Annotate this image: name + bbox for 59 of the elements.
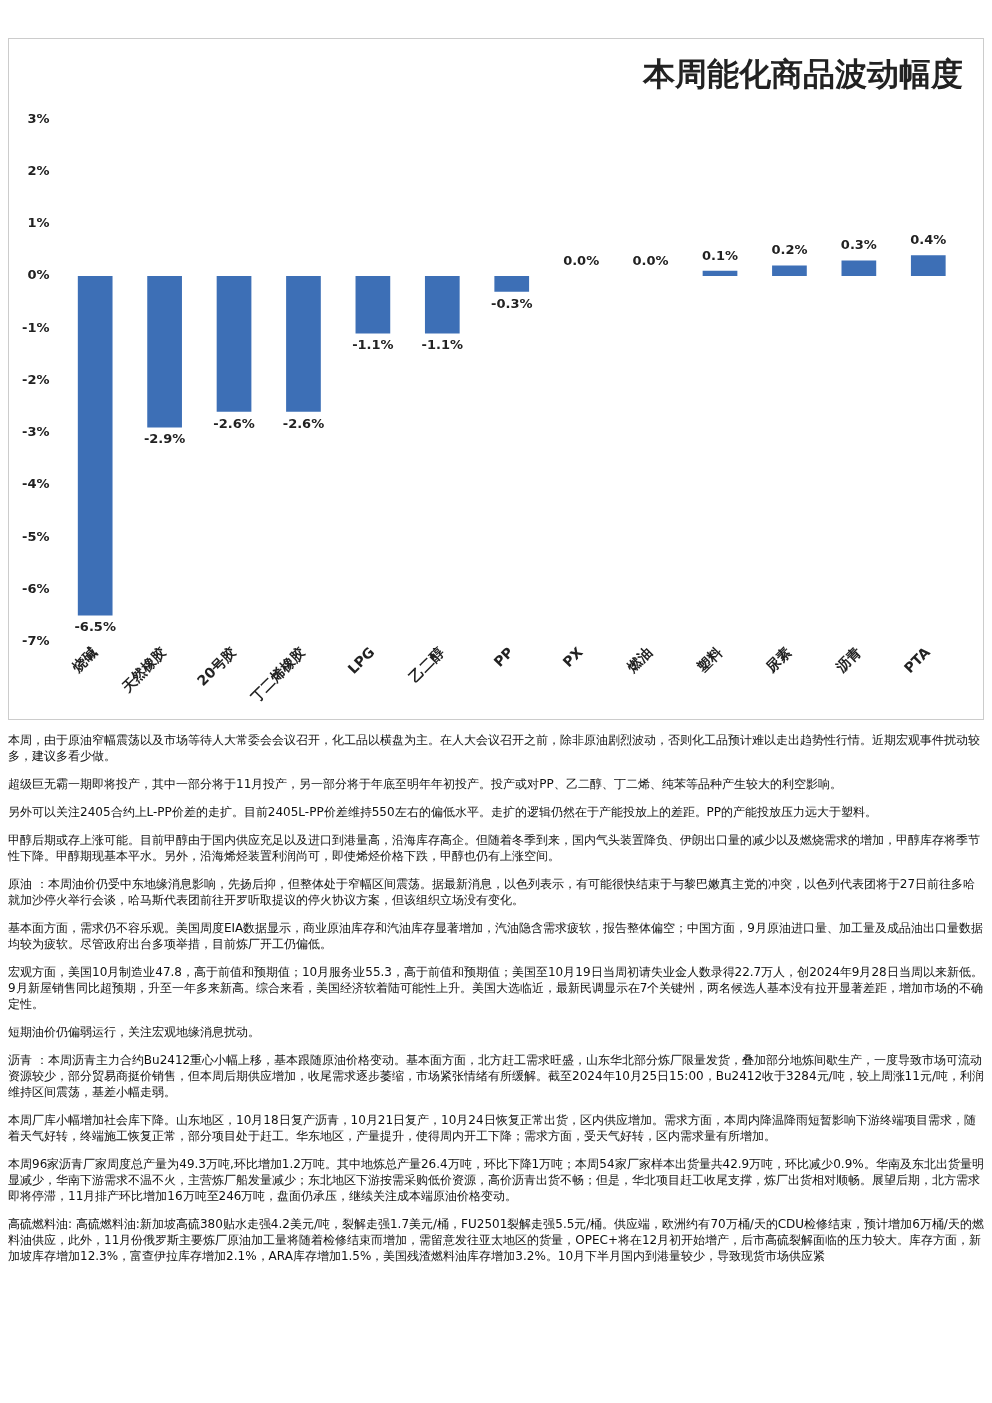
data-label: -6.5% — [74, 619, 116, 635]
x-tick-label: 烧碱 — [68, 643, 100, 676]
text: 超级巨无霸一期即将投产，其中一部分将于11月投产，另一部分将于年底至明年年初投产。投产或对PP、乙二醇、丁二烯、纯苯等品种产生较大的利空影响。 — [8, 776, 843, 792]
y-tick-label: 1% — [27, 215, 50, 231]
x-tick-label: 塑料 — [692, 643, 725, 676]
data-label: -1.1% — [421, 337, 464, 353]
y-tick-label: 0% — [27, 267, 50, 283]
data-label: 0.4% — [910, 232, 947, 248]
bar — [286, 276, 321, 412]
y-tick-label: -2% — [22, 371, 50, 387]
text: 本周，由于原油窄幅震荡以及市场等待人大常委会会议召开，化工品以横盘为主。在人大会议召开之前，除非原油剧烈波动，否则化工品预计难以走出趋势性行情。近期宏观事件扰动较多，建议多看少做。 — [8, 732, 981, 764]
y-tick-label: -5% — [22, 528, 50, 544]
text: 基本面方面，需求仍不容乐观。美国周度EIA数据显示，商业原油库存和汽油库存显著增加，汽油隐含需求疲软，报告整体偏空；中国方面，9月原油进口量、加工量及成品油出口量数据均较为疲软。尽管政府出台多项举措，目前炼厂开工仍偏低。 — [8, 920, 984, 952]
x-tick-label: 燃油 — [623, 643, 656, 676]
data-label: -1.1% — [352, 337, 394, 353]
data-label: -2.9% — [143, 431, 186, 447]
data-label: 0.2% — [771, 242, 808, 258]
bar — [772, 265, 807, 277]
x-tick-label: 天然橡胶 — [117, 643, 170, 696]
bar — [355, 276, 391, 334]
data-label: 0.3% — [840, 237, 877, 253]
bar — [216, 276, 252, 412]
text: 本周厂库小幅增加社会库下降。山东地区，10月18日复产沥青，10月21日复产，10月24日恢复正常出货，区内供应增加。需求方面，本周内降温降雨短暂影响下游终端项目需求，随着天气好转，终端施工恢复正常，部分项目处于赶工。华东地区，产量提升，使得周内开工下降；需求方面，受天气好转，区内需求量有所增加。 — [8, 1112, 977, 1144]
data-label: -0.3% — [491, 295, 533, 311]
bar — [702, 270, 738, 277]
y-tick-label: -4% — [22, 476, 50, 492]
bar — [424, 276, 460, 334]
y-tick-label: -3% — [22, 424, 50, 440]
x-tick-label: 20号胶 — [193, 643, 239, 689]
bar — [77, 276, 113, 616]
data-label: 0.0% — [563, 252, 600, 268]
y-tick-label: 2% — [27, 163, 50, 178]
text: 沥青 ：本周沥青主力合约Bu2412重心小幅上移，基本跟随原油价格变动。基本面方面，北方赶工需求旺盛，山东华北部分炼厂限量发货，叠加部分地炼间歇生产，一度导致市场可流动资源较少，部分贸易商挺价销售，但本周后期供应增加，收尾需求逐步萎缩，市场紧张情绪有所缓解。截至2024年10月25日15:00，Bu2412收于3284元/吨，较上周涨11元/吨，利润维持区间震荡，基差小幅走弱。 — [8, 1052, 984, 1100]
data-label: 0.0% — [632, 252, 669, 268]
bar — [910, 255, 946, 277]
text: 甲醇后期或存上涨可能。目前甲醇由于国内供应充足以及进口到港量高，沿海库存高企。但随着冬季到来，国内气头装置降负、伊朗出口量的减少以及燃烧需求的增加，甲醇库存将季节性下降。甲醇期现基本平水。另外，沿海烯烃装置利润尚可，即使烯烃价格下跌，甲醇也仍有上涨空间。 — [8, 832, 981, 864]
data-label: -2.6% — [213, 415, 255, 431]
x-tick-label: 乙二醇 — [405, 643, 447, 685]
chart-title: 本周能化商品波动幅度 — [642, 54, 963, 93]
y-tick-label: -7% — [22, 633, 50, 648]
x-tick-label: 尿素 — [762, 643, 795, 676]
bar — [147, 276, 182, 428]
data-label: -2.6% — [282, 415, 325, 431]
y-tick-label: 3% — [27, 110, 50, 126]
text: 另外可以关注2405合约上L-PP价差的走扩。目前2405L-PP价差维持550左右的偏低水平。走扩的逻辑仍然在于产能投放上的差距。PP的产能投放压力远大于塑料。 — [8, 804, 878, 820]
bar — [841, 260, 877, 277]
text: 本周96家沥青厂家周度总产量为49.3万吨,环比增加1.2万吨。其中地炼总产量26.4万吨，环比下降1万吨；本周54家厂家样本出货量共42.9万吨，环比减少0.9%。华南及东北出货量明显减少，华南下游需求不温不火，主营炼厂船发量减少；东北地区下游按需采购低价资源，高价沥青出货不畅；但是，华北项目赶工收尾支撑，炼厂出货相对顺畅。展望后期，北方需求即将停滞，11月排产环比增加16万吨至246万吨，盘面仍承压，继续关注成本端原油价格变动。 — [8, 1156, 984, 1204]
data-label: 0.1% — [701, 247, 739, 263]
text: 宏观方面，美国10月制造业47.8，高于前值和预期值；10月服务业55.3，高于前值和预期值；美国至10月19日当周初请失业金人数录得22.7万人，创2024年9月28日当周以来新低。9月新屋销售同比超预期，升至一年多来新高。综合来看，美国经济软着陆可能性上升。美国大选临近，最新民调显示在7个关键州，两名候选人基本没有拉开显著差距，增加市场的不确定性。 — [8, 964, 984, 1012]
text: 高硫燃料油: 高硫燃料油:新加坡高硫380贴水走强4.2美元/吨，裂解走强1.7美元/桶，FU2501裂解走强5.5元/桶。供应端，欧洲约有70万桶/天的CDU检修结束，预计增加6万桶/天的燃料油供应，此外，11月份俄罗斯主要炼厂原油加工量将随着检修结束而增加，需留意发往亚太地区的货量，OPEC+将在12月初开始增产，后市高硫裂解面临的压力较大。库存方面，新加坡库存增加12.3%，富查伊拉库存增加2.1%，ARA库存增加1.5%，美国残渣燃料油库存增加3.2%。10月下半月国内到港量较少，导致现货市场供应紧 — [8, 1216, 984, 1264]
x-tick-label: PX — [559, 643, 586, 671]
y-tick-label: -6% — [22, 580, 50, 596]
bar — [494, 276, 530, 292]
text: 原油 ：本周油价仍受中东地缘消息影响，先扬后抑，但整体处于窄幅区间震荡。据最新消息，以色列表示，有可能很快结束于与黎巴嫩真主党的冲突，以色列代表团将于27日前往多哈就加沙停火举行会谈，哈马斯代表团前往开罗听取提议的停火协议方案，但该组织立场没有变化。 — [8, 876, 977, 908]
text: 短期油价仍偏弱运行，关注宏观地缘消息扰动。 — [8, 1024, 261, 1040]
x-tick-label: PP — [490, 643, 517, 670]
x-tick-label: 沥青 — [831, 643, 864, 676]
y-tick-label: -1% — [22, 319, 50, 335]
x-tick-label: 丁二烯橡胶 — [246, 643, 309, 706]
